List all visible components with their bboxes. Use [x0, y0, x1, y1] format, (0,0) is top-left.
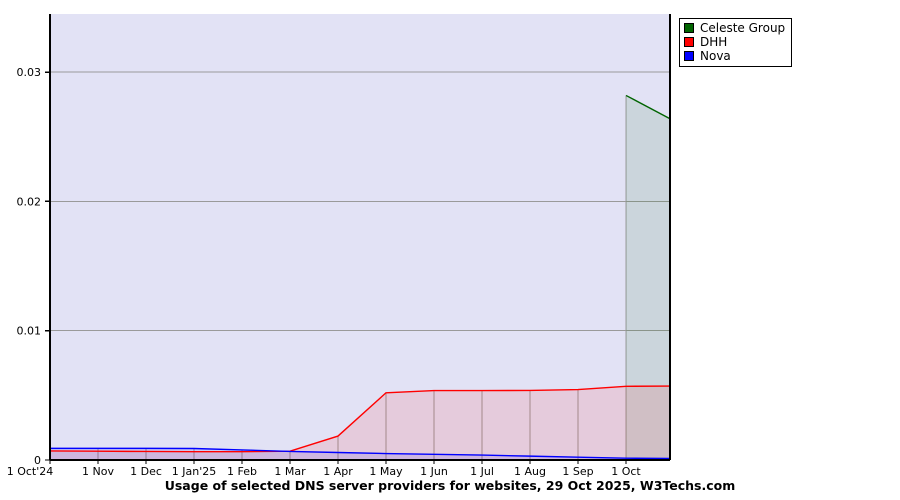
- legend-swatch-icon: [684, 37, 694, 47]
- axes: [49, 14, 671, 461]
- legend-item-label: Nova: [700, 49, 731, 63]
- y-axis-tick-label: 0.01: [17, 325, 42, 338]
- x-axis-tick-label: 1 Aug: [514, 465, 546, 478]
- x-axis-tick-label: 1 Feb: [227, 465, 257, 478]
- y-axis-tick-label: 0.03: [17, 66, 42, 79]
- legend-item-celeste-group: Celeste Group: [684, 21, 785, 35]
- legend-swatch-icon: [684, 51, 694, 61]
- legend-item-label: Celeste Group: [700, 21, 786, 35]
- y-axis-ticks: 0 0.01 0.02 0.03: [17, 66, 50, 467]
- horizontal-gridlines: [50, 71, 670, 332]
- x-axis-tick-label: 1 Oct: [611, 465, 641, 478]
- x-axis-tick-label: 1 Jun: [420, 465, 448, 478]
- legend-item-dhh: DHH: [684, 35, 785, 49]
- vertical-gridlines: [97, 95, 627, 460]
- series-lines: [49, 94, 671, 460]
- x-axis-tick-label: 1 Apr: [323, 465, 353, 478]
- x-axis-tick-label: 1 Mar: [274, 465, 306, 478]
- x-axis-tick-label: 1 Oct'24: [7, 465, 54, 478]
- x-axis-tick-label: 1 Jul: [470, 465, 494, 478]
- x-axis-tick-label: 1 Sep: [562, 465, 593, 478]
- x-axis-tick-label: 1 Jan'25: [172, 465, 216, 478]
- x-axis-tick-label: 1 Dec: [130, 465, 162, 478]
- plot-background: [50, 14, 670, 460]
- x-axis-ticks: 1 Oct'24 1 Nov 1 Dec 1 Jan'25 1 Feb 1 Mar 1 Ap…: [7, 460, 641, 478]
- legend-item-label: DHH: [700, 35, 728, 49]
- chart-legend: Celeste Group DHH Nova: [679, 18, 793, 67]
- y-axis-tick-label: 0.02: [17, 195, 42, 208]
- y-axis-tick-label: 0: [34, 454, 41, 467]
- chart-caption: Usage of selected DNS server providers f…: [164, 478, 736, 493]
- legend-swatch-icon: [684, 23, 694, 33]
- x-axis-tick-label: 1 Nov: [82, 465, 114, 478]
- legend-item-nova: Nova: [684, 49, 785, 63]
- x-axis-tick-label: 1 May: [369, 465, 403, 478]
